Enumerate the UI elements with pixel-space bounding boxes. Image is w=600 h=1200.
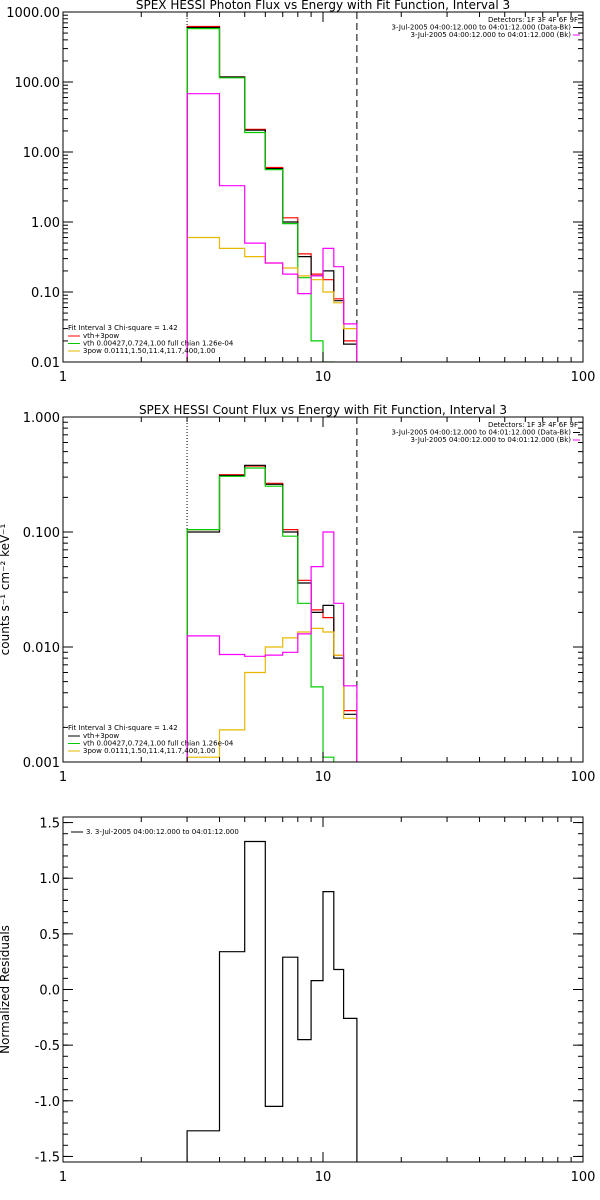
y-tick-label: 0.001 bbox=[23, 756, 60, 771]
y-tick-label: 0.010 bbox=[23, 641, 60, 656]
series-line-5 bbox=[186, 93, 358, 362]
fit-legend-entry: 3pow 0.0111,1.50,11.4,11.7,400,1.00 bbox=[83, 747, 215, 755]
series-line-2 bbox=[186, 464, 358, 762]
legend-entry: 3-Jul-2005 04:00:12.000 to 04:01:12.000 … bbox=[411, 31, 572, 39]
y-tick-label: 0.01 bbox=[31, 356, 60, 371]
plot-frame bbox=[62, 11, 584, 363]
x-tick-label: 10 bbox=[315, 370, 332, 385]
legend-entry: 3. 3-Jul-2005 04:00:12.000 to 04:01:12.0… bbox=[86, 828, 239, 836]
y-tick-label: -1.5 bbox=[35, 1150, 60, 1165]
chart-title: SPEX HESSI Photon Flux vs Energy with Fi… bbox=[136, 0, 510, 12]
series-line-1 bbox=[186, 465, 358, 762]
y-tick-label: 100.00 bbox=[15, 76, 61, 91]
y-axis-label: Normalized Residuals bbox=[0, 925, 12, 1054]
x-tick-label: 1 bbox=[59, 770, 67, 785]
y-tick-label: -1.0 bbox=[35, 1095, 60, 1110]
series-line-5 bbox=[186, 531, 358, 762]
fit-legend-entry: vth+3pow bbox=[83, 732, 119, 740]
chart-panel-1: SPEX HESSI Photon Flux vs Energy with Fi… bbox=[6, 0, 596, 385]
x-tick-label: 100 bbox=[571, 1170, 596, 1185]
y-tick-label: 0.5 bbox=[39, 928, 60, 943]
fit-legend-entry: 3pow 0.0111,1.50,11.4,11.7,400,1.00 bbox=[83, 347, 215, 355]
y-tick-label: 10.00 bbox=[23, 146, 60, 161]
fit-legend-header: Fit Interval 3 Chi-square = 1.42 bbox=[68, 324, 178, 332]
y-tick-label: 1.000 bbox=[23, 411, 60, 426]
series-line-4 bbox=[186, 236, 358, 362]
y-tick-label: 1.00 bbox=[31, 216, 60, 231]
x-tick-label: 1 bbox=[59, 1170, 67, 1185]
y-tick-label: 0.10 bbox=[31, 286, 60, 301]
x-tick-label: 100 bbox=[571, 770, 596, 785]
y-tick-label: 1000.00 bbox=[6, 6, 60, 21]
y-tick-label: 1.0 bbox=[39, 872, 60, 887]
fit-legend-entry: vth 0.00427,0.724,1.00 full chian 1.26e-… bbox=[83, 740, 234, 748]
x-tick-label: 10 bbox=[315, 770, 332, 785]
series-line-3 bbox=[186, 28, 358, 362]
x-tick-label: 100 bbox=[571, 370, 596, 385]
legend-entry: 3-Jul-2005 04:00:12.000 to 04:01:12.000 … bbox=[392, 429, 572, 437]
x-tick-label: 10 bbox=[315, 1170, 332, 1185]
fit-legend-header: Fit Interval 3 Chi-square = 1.42 bbox=[68, 724, 178, 732]
series-line-3 bbox=[186, 467, 358, 762]
legend-entry: 3-Jul-2005 04:00:12.000 to 04:01:12.000 … bbox=[392, 24, 572, 32]
y-tick-label: 0.0 bbox=[39, 984, 60, 999]
y-tick-label: -0.5 bbox=[35, 1039, 60, 1054]
y-tick-label: 0.100 bbox=[23, 526, 60, 541]
y-axis-label: counts s⁻¹ cm⁻² keV⁻¹ bbox=[0, 523, 12, 655]
legend-entry: 3-Jul-2005 04:00:12.000 to 04:01:12.000 … bbox=[411, 436, 572, 444]
series-line-1 bbox=[186, 840, 358, 1162]
chart-panel-3: Normalized Residuals 1 10 100 -1.5 -1.0 -0.5 0.… bbox=[0, 816, 596, 1185]
fit-legend-entry: vth+3pow bbox=[83, 332, 119, 340]
chart-panel-2: SPEX HESSI Count Flux vs Energy with Fit… bbox=[0, 403, 595, 785]
x-tick-label: 1 bbox=[59, 370, 67, 385]
plot-frame bbox=[62, 816, 584, 1163]
legend-entry: Detectors: 1F 3F 4F 6F 9F bbox=[488, 16, 578, 24]
legend-entry: Detectors: 1F 3F 4F 6F 9F bbox=[488, 421, 578, 429]
chart-title: SPEX HESSI Count Flux vs Energy with Fit… bbox=[139, 403, 507, 417]
series-line-1 bbox=[186, 25, 358, 362]
y-tick-label: 1.5 bbox=[39, 817, 60, 832]
fit-legend-entry: vth 0.00427,0.724,1.00 full chian 1.26e-… bbox=[83, 340, 234, 348]
series-line-2 bbox=[186, 26, 358, 362]
